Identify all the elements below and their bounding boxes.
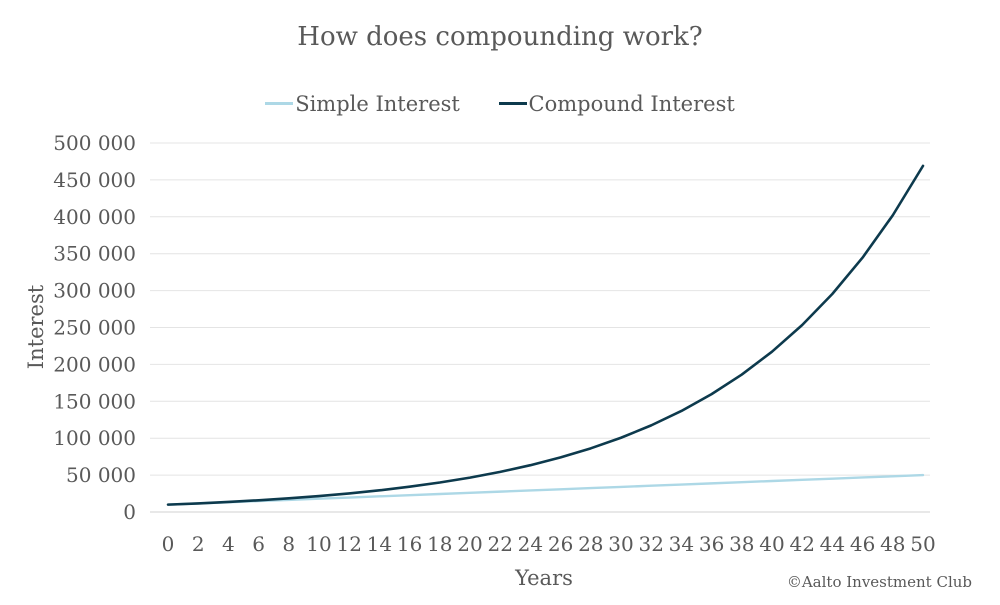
y-tick-label: 150 000 (53, 389, 136, 413)
x-tick-label: 18 (427, 532, 452, 556)
series-line-simple-interest (166, 473, 925, 506)
x-tick-label: 12 (336, 532, 361, 556)
x-tick-label: 14 (367, 532, 392, 556)
x-tick-label: 30 (608, 532, 633, 556)
y-tick-label: 200 000 (53, 352, 136, 376)
y-tick-label: 300 000 (53, 279, 136, 303)
x-tick-label: 0 (162, 532, 175, 556)
y-tick-label: 100 000 (53, 426, 136, 450)
x-tick-label: 36 (699, 532, 724, 556)
x-tick-label: 8 (282, 532, 295, 556)
y-tick-label: 50 000 (66, 463, 136, 487)
x-tick-label: 48 (880, 532, 905, 556)
y-tick-label: 450 000 (53, 168, 136, 192)
x-tick-label: 34 (669, 532, 694, 556)
chart-title: How does compounding work? (297, 22, 703, 52)
x-tick-label: 10 (306, 532, 331, 556)
x-axis-label: Years (515, 566, 573, 590)
x-tick-label: 6 (252, 532, 265, 556)
x-tick-label: 44 (820, 532, 845, 556)
legend-item-simple: Simple Interest (265, 92, 460, 116)
legend-label-simple: Simple Interest (295, 91, 460, 116)
x-tick-label: 32 (638, 532, 663, 556)
x-tick-label: 22 (487, 532, 512, 556)
x-tick-label: 4 (222, 532, 235, 556)
legend-swatch-simple (265, 102, 294, 105)
x-tick-label: 26 (548, 532, 573, 556)
x-tick-label: 42 (789, 532, 814, 556)
legend-item-compound: Compound Interest (498, 91, 735, 116)
legend-label-compound: Compound Interest (528, 91, 735, 116)
x-tick-label: 28 (578, 532, 603, 556)
x-tick-label: 16 (397, 532, 422, 556)
x-tick-label: 20 (457, 532, 482, 556)
x-tick-label: 2 (192, 532, 205, 556)
y-tick-label: 250 000 (53, 316, 136, 340)
y-axis-label: Interest (24, 284, 48, 370)
legend: Simple Interest Compound Interest (0, 86, 1000, 116)
x-tick-label: 46 (850, 532, 875, 556)
legend-swatch-compound (498, 102, 527, 105)
series-line-compound-interest (166, 164, 925, 506)
y-tick-label: 400 000 (53, 205, 136, 229)
x-tick-label: 50 (910, 532, 935, 556)
y-tick-label: 350 000 (53, 242, 136, 266)
y-tick-label: 500 000 (53, 131, 136, 155)
x-tick-label: 40 (759, 532, 784, 556)
y-tick-label: 0 (123, 500, 136, 524)
credit-text: ©Aalto Investment Club (786, 573, 972, 591)
x-tick-label: 38 (729, 532, 754, 556)
x-tick-label: 24 (518, 532, 543, 556)
